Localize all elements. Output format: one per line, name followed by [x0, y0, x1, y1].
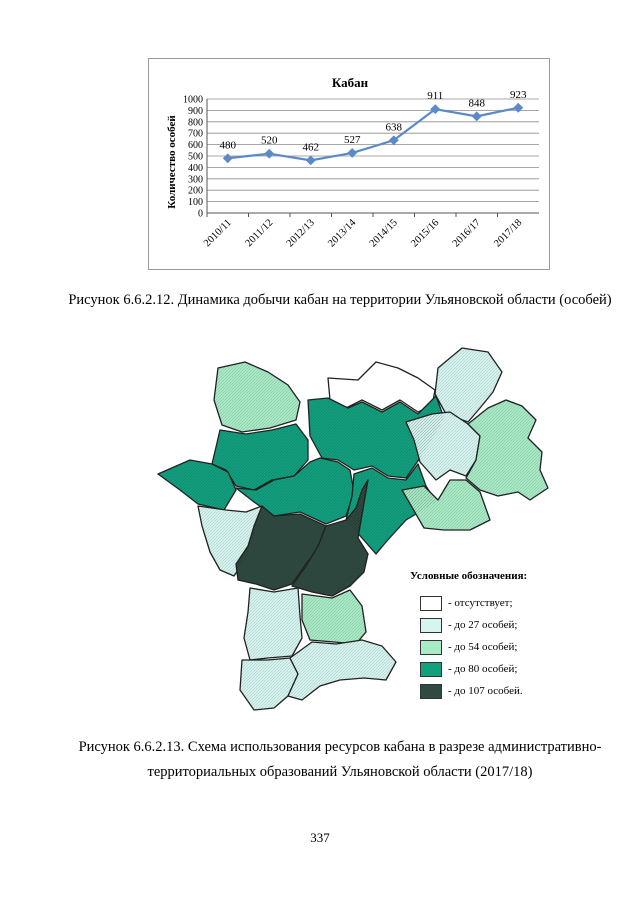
data-point [305, 155, 316, 166]
y-tick-label: 600 [188, 140, 203, 151]
map-district-texture [158, 460, 236, 510]
x-tick-label: 2010/11 [202, 217, 234, 249]
x-tick-label: 2012/13 [285, 217, 317, 249]
map-district [327, 361, 436, 413]
data-label: 480 [220, 139, 237, 151]
map-district-texture [236, 458, 354, 524]
map-district-texture [292, 480, 368, 596]
map-district-texture [466, 400, 548, 500]
map-district-texture [236, 506, 326, 590]
x-tick-label: 2014/15 [368, 217, 400, 249]
page-number: 337 [310, 830, 330, 845]
data-point [264, 148, 275, 159]
map-district-texture [402, 480, 490, 530]
data-point [347, 147, 358, 158]
chart-y-axis-label: Количество особей [166, 115, 178, 209]
map-district-texture [240, 658, 298, 710]
y-tick-label: 1000 [183, 95, 203, 106]
legend-label: - до 80 особей; [448, 663, 518, 675]
data-label: 527 [344, 134, 361, 146]
data-label: 911 [427, 90, 443, 102]
map-caption: Рисунок 6.6.2.13. Схема использования ре… [78, 739, 602, 780]
data-label: 638 [386, 121, 403, 133]
y-tick-label: 200 [188, 186, 203, 197]
y-tick-label: 0 [198, 209, 203, 220]
y-tick-label: 800 [188, 117, 203, 128]
legend-item: - до 27 особей; [408, 614, 568, 636]
x-tick-label: 2013/14 [326, 217, 359, 250]
map-district-texture [302, 590, 366, 644]
y-tick-label: 100 [188, 197, 203, 208]
series-line [227, 106, 519, 162]
legend-swatch [420, 617, 442, 633]
x-tick-label: 2016/17 [451, 217, 483, 249]
legend-swatch [420, 639, 442, 655]
region-map [150, 340, 560, 720]
legend-label: - отсутствует; [448, 597, 513, 609]
map-legend: Условные обозначения: - отсутствует; - д… [408, 570, 568, 702]
map-district-texture [244, 588, 302, 660]
map-district-texture [435, 348, 502, 422]
legend-item: - до 80 особей; [408, 658, 568, 680]
legend-swatch [420, 595, 442, 611]
legend-swatch [420, 661, 442, 677]
data-point [513, 102, 524, 113]
map-district-texture [288, 640, 396, 700]
map-district-texture [346, 464, 436, 554]
y-tick-label: 900 [188, 106, 203, 117]
x-tick-label: 2011/12 [244, 217, 276, 249]
data-label: 923 [510, 89, 527, 101]
y-tick-label: 300 [188, 174, 203, 185]
data-label: 520 [261, 135, 278, 147]
legend-label: - до 107 особей. [448, 685, 523, 697]
legend-label: - до 54 особей; [448, 641, 518, 653]
map-district-texture [212, 424, 308, 490]
data-point [471, 111, 482, 122]
map-district-texture [198, 506, 262, 576]
chart-title: Кабан [332, 75, 369, 90]
x-tick-label: 2017/18 [492, 217, 524, 249]
y-tick-label: 700 [188, 129, 203, 140]
map-district-texture [214, 362, 300, 432]
chart-container: 0 100 200 300 400 500 600 700 800 900 1000 2010/11 2… [148, 58, 550, 270]
legend-swatch [420, 683, 442, 699]
data-label: 462 [303, 141, 320, 153]
legend-title: Условные обозначения: [410, 570, 528, 582]
ulyanovsk-districts-map [157, 347, 549, 711]
legend-item: - до 107 особей. [408, 680, 568, 702]
map-district-texture [308, 396, 444, 478]
x-tick-label: 2015/16 [409, 217, 441, 249]
y-tick-label: 500 [188, 152, 203, 163]
data-point [222, 153, 233, 164]
data-label: 848 [469, 97, 486, 109]
map-district-texture [406, 412, 480, 480]
y-tick-label: 400 [188, 163, 203, 174]
legend-item: - отсутствует; [408, 592, 568, 614]
legend-label: - до 27 особей; [448, 619, 518, 631]
legend-item: - до 54 особей; [408, 636, 568, 658]
chart-caption: Рисунок 6.6.2.12. Динамика добычи кабан … [68, 292, 612, 308]
